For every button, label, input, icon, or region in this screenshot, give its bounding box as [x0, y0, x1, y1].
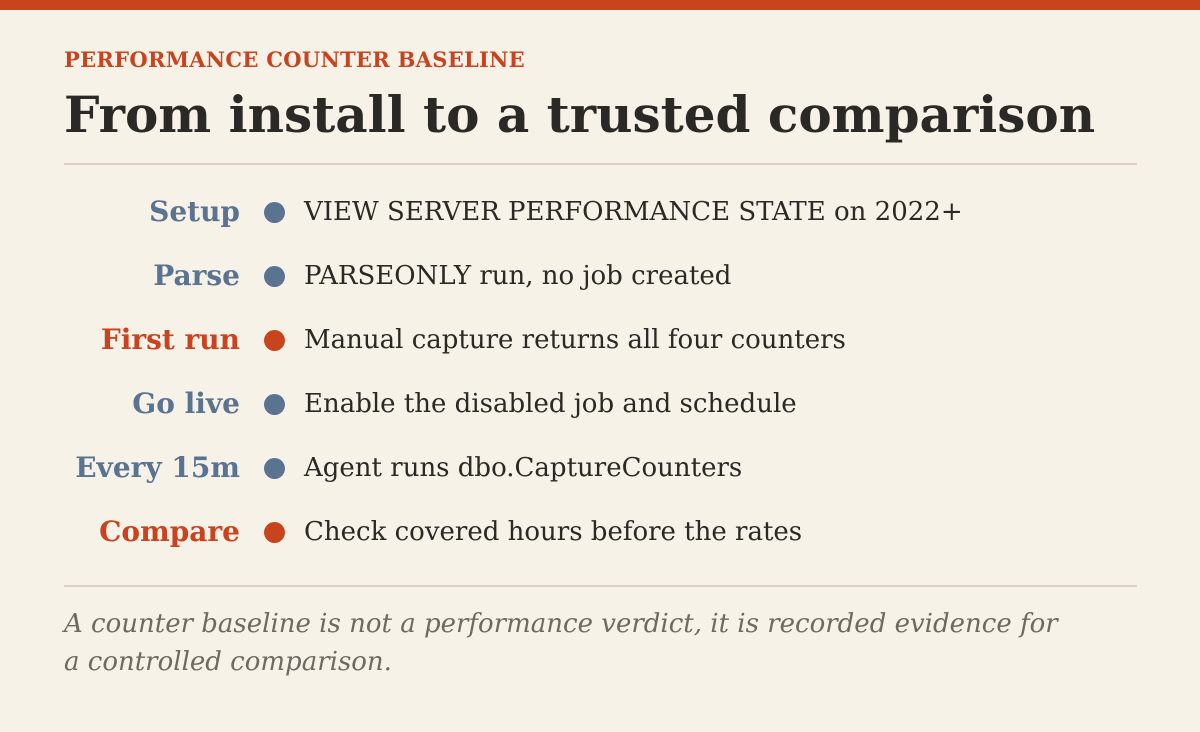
- page-title: From install to a trusted comparison: [64, 85, 1096, 144]
- step-description: PARSEONLY run, no job created: [304, 261, 732, 291]
- step-dot-icon: [264, 266, 285, 287]
- eyebrow-label: PERFORMANCE COUNTER BASELINE: [64, 47, 525, 72]
- step-dot-icon: [264, 394, 285, 415]
- step-description: Check covered hours before the rates: [304, 517, 803, 547]
- top-accent-bar: [0, 0, 1200, 10]
- step-dot-icon: [264, 522, 285, 543]
- step-label: Setup: [149, 195, 240, 228]
- timeline-step-first-run: First run Manual capture returns all fou…: [0, 308, 1200, 368]
- top-divider: [64, 163, 1137, 165]
- step-description: VIEW SERVER PERFORMANCE STATE on 2022+: [304, 197, 963, 227]
- bottom-divider: [64, 585, 1137, 587]
- footnote: A counter baseline is not a performance …: [64, 609, 1058, 677]
- timeline-step-setup: Setup VIEW SERVER PERFORMANCE STATE on 2…: [0, 180, 1200, 240]
- step-label: Parse: [153, 259, 240, 292]
- timeline-step-go-live: Go live Enable the disabled job and sche…: [0, 372, 1200, 432]
- timeline-step-parse: Parse PARSEONLY run, no job created: [0, 244, 1200, 304]
- step-description: Agent runs dbo.CaptureCounters: [304, 453, 743, 483]
- step-dot-icon: [264, 202, 285, 223]
- timeline-step-every-15m: Every 15m Agent runs dbo.CaptureCounters: [0, 436, 1200, 496]
- step-description: Manual capture returns all four counters: [304, 325, 846, 355]
- step-dot-icon: [264, 330, 285, 351]
- step-dot-icon: [264, 458, 285, 479]
- step-label: Compare: [99, 515, 240, 548]
- step-label: Go live: [132, 387, 240, 420]
- step-label: Every 15m: [75, 451, 240, 484]
- step-description: Enable the disabled job and schedule: [304, 389, 797, 419]
- timeline-step-compare: Compare Check covered hours before the r…: [0, 500, 1200, 560]
- step-label: First run: [100, 323, 240, 356]
